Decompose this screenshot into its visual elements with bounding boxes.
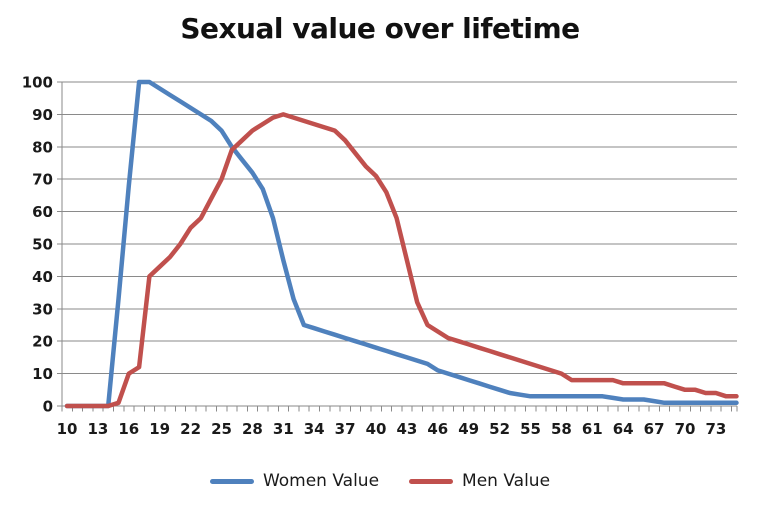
x-tick-label: 70 — [675, 420, 696, 438]
x-tick-label: 25 — [211, 420, 232, 438]
x-tick-label: 28 — [242, 420, 263, 438]
x-tick-label: 55 — [520, 420, 541, 438]
legend-label-women: Women Value — [262, 471, 380, 491]
women-line-swatch — [209, 478, 254, 484]
men-line-swatch — [409, 478, 454, 484]
y-tick-label: 90 — [32, 106, 53, 124]
x-tick-label: 16 — [118, 420, 139, 438]
y-tick-label: 50 — [32, 236, 53, 254]
y-tick-label: 20 — [32, 333, 53, 351]
x-tick-label: 49 — [458, 420, 479, 438]
men-value-line — [64, 112, 739, 409]
y-tick-label: 70 — [32, 171, 53, 189]
y-tick-label: 80 — [32, 138, 53, 156]
x-tick-label: 40 — [366, 420, 387, 438]
x-tick-label: 34 — [304, 420, 325, 438]
x-tick-label: 13 — [87, 420, 108, 438]
x-tick-label: 10 — [57, 420, 78, 438]
x-tick-label: 46 — [427, 420, 448, 438]
x-tick-label: 37 — [335, 420, 356, 438]
x-tick-label: 58 — [551, 420, 572, 438]
y-tick-label: 100 — [22, 74, 53, 92]
x-tick-label: 22 — [180, 420, 201, 438]
x-tick-label: 64 — [613, 420, 634, 438]
legend-item-men: Men Value — [409, 471, 550, 491]
y-tick-label: 10 — [32, 365, 53, 383]
x-tick-label: 61 — [582, 420, 603, 438]
x-tick-label: 67 — [644, 420, 665, 438]
legend-label-men: Men Value — [462, 471, 551, 491]
x-tick-label: 52 — [489, 420, 510, 438]
women-value-line — [64, 79, 739, 409]
y-tick-label: 40 — [32, 268, 53, 286]
y-tick-label: 30 — [32, 300, 53, 318]
y-tick-label: 60 — [32, 203, 53, 221]
x-tick-label: 43 — [396, 420, 417, 438]
x-tick-label: 31 — [273, 420, 294, 438]
legend-item-women: Women Value — [209, 471, 380, 491]
y-tick-label: 0 — [43, 398, 53, 416]
x-tick-label: 19 — [149, 420, 170, 438]
x-tick-label: 73 — [705, 420, 726, 438]
chart-title: Sexual value over lifetime — [180, 12, 580, 45]
legend: Women Value Men Value — [0, 471, 760, 491]
